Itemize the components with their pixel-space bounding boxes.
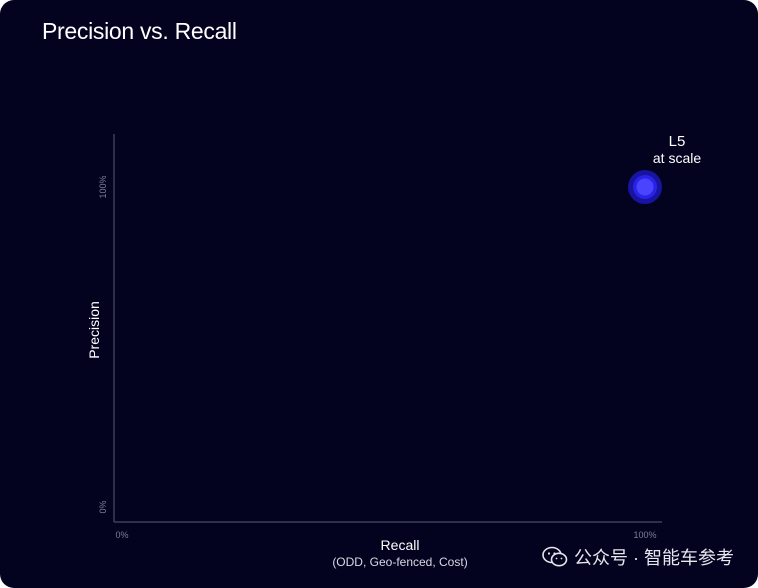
wechat-icon [542, 546, 568, 567]
x-axis-subtitle: (ODD, Geo-fenced, Cost) [332, 555, 467, 569]
x-axis-title: Recall [381, 537, 420, 553]
x-tick-label: 100% [633, 530, 656, 540]
data-point [636, 178, 654, 196]
y-tick-label: 100% [98, 175, 108, 198]
data-point-label: L5 [669, 133, 686, 150]
watermark: 公众号 · 智能车参考 [542, 544, 734, 570]
data-point-sublabel: at scale [653, 150, 701, 166]
watermark-text: 公众号 · 智能车参考 [574, 548, 734, 568]
chart-title: Precision vs. Recall [42, 18, 237, 44]
y-axis-title: Precision [86, 301, 102, 359]
x-tick-label: 0% [115, 530, 128, 540]
y-tick-label: 0% [98, 500, 108, 513]
